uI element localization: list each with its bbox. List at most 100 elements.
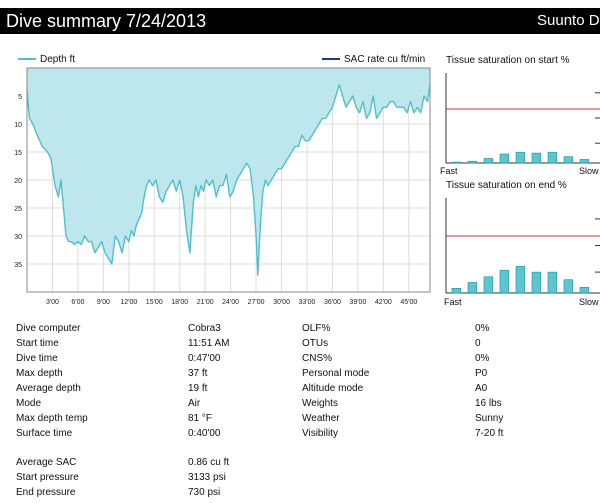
tissue-end-chart	[445, 198, 600, 294]
tissue-bar	[579, 287, 590, 294]
tissue-end-title: Tissue saturation on end %	[446, 180, 567, 191]
stats-column-1: Dive computer Cobra3 Start time 11:51 AM Div…	[16, 321, 230, 441]
stat-label: Weather	[302, 413, 340, 424]
depth-x-tick-label: 9'00	[97, 299, 110, 306]
depth-y-tick-label: 30	[14, 234, 22, 241]
depth-x-tick-label: 12'00	[120, 299, 137, 306]
stat-row: Personal mode P0	[302, 366, 503, 381]
depth-x-tick-label: 24'00	[222, 299, 239, 306]
depth-area-fill	[27, 68, 430, 276]
stat-row: End pressure 730 psi	[16, 485, 229, 500]
stat-row: Start pressure 3133 psi	[16, 470, 229, 485]
depth-x-tick-label: 15'00	[146, 299, 163, 306]
depth-x-tick-label: 30'00	[273, 299, 290, 306]
tissue-bar	[467, 160, 478, 164]
tissue-bar	[483, 276, 494, 294]
depth-y-tick-label: 10	[14, 122, 22, 129]
tissue-bar	[515, 151, 526, 164]
stat-value: 7-20 ft	[475, 428, 504, 439]
stat-value: Cobra3	[188, 323, 221, 334]
stat-value: 81 °F	[188, 413, 213, 424]
depth-plot-frame	[26, 67, 431, 293]
tissue-start-fast-label: Fast	[440, 166, 458, 176]
stat-value: 0	[475, 338, 481, 349]
stat-row: Altitude mode A0	[302, 381, 503, 396]
stat-label: OTUs	[302, 338, 329, 349]
stats-column-2: OLF% 0% OTUs 0 CNS% 0% Personal mode P0 Altitude…	[302, 321, 503, 441]
stat-label: Dive time	[16, 353, 58, 364]
stat-row: Weights 16 lbs	[302, 396, 503, 411]
tissue-bar	[499, 153, 510, 164]
stat-value: 37 ft	[188, 368, 208, 379]
depth-x-tick-label: 33'00	[299, 299, 316, 306]
legend-sac-label: SAC rate cu ft/min	[344, 54, 426, 65]
tissue-bar	[467, 282, 478, 294]
depth-y-tick-label: 20	[14, 178, 22, 185]
stat-label: End pressure	[16, 487, 76, 498]
tissue-bar	[547, 151, 558, 164]
stat-label: Dive computer	[16, 323, 81, 334]
tissue-end-slow-label: Slow	[579, 297, 599, 307]
legend-depth-label: Depth ft	[40, 54, 76, 65]
stat-value: 11:51 AM	[188, 338, 230, 349]
tissue-start-chart	[445, 73, 600, 164]
stat-label: OLF%	[302, 323, 331, 334]
tissue-bar	[515, 266, 526, 294]
tissue-bar	[531, 271, 542, 294]
depth-series-line	[26, 84, 431, 276]
stat-row: Surface time 0:40'00	[16, 426, 230, 441]
depth-y-tick-label: 35	[14, 262, 22, 269]
depth-x-tick-label: 45'00	[400, 299, 417, 306]
brand-label: Suunto DM	[537, 12, 600, 29]
stat-label: Average SAC	[16, 457, 77, 468]
legend-sac-swatch	[322, 58, 340, 61]
legend-depth-swatch	[18, 58, 36, 61]
depth-x-tick-label: 42'00	[375, 299, 392, 306]
stat-value: 0:47'00	[188, 353, 221, 364]
depth-y-tick-label: 25	[14, 206, 22, 213]
stat-value: 0%	[475, 353, 490, 364]
stat-label: CNS%	[302, 353, 333, 364]
stat-row: OLF% 0%	[302, 321, 503, 336]
stat-row: CNS% 0%	[302, 351, 503, 366]
stat-label: Start time	[16, 338, 59, 349]
tissue-bar	[547, 271, 558, 294]
stat-value: 3133 psi	[188, 472, 226, 483]
depth-x-tick-label: 27'00	[248, 299, 265, 306]
stat-value: 19 ft	[188, 383, 208, 394]
depth-y-tick-label: 5	[18, 94, 22, 101]
page-title: Dive summary 7/24/2013	[6, 11, 207, 31]
stat-row: Average SAC 0.86 cu ft	[16, 455, 229, 470]
stat-row: Dive time 0:47'00	[16, 351, 230, 366]
tissue-bar	[451, 288, 462, 294]
stat-row: Average depth 19 ft	[16, 381, 230, 396]
stat-label: Average depth	[16, 383, 81, 394]
stat-label: Personal mode	[302, 368, 370, 379]
header-bar: Dive summary 7/24/2013 Suunto DM	[0, 8, 600, 34]
tissue-bar	[499, 269, 510, 294]
stat-value: 0%	[475, 323, 490, 334]
stat-label: Altitude mode	[302, 383, 364, 394]
stat-label: Mode	[16, 398, 42, 409]
tissue-bar	[563, 156, 574, 164]
stat-value: 0.86 cu ft	[188, 457, 230, 468]
stat-value: Sunny	[475, 413, 504, 424]
legend-depth: Depth ft	[18, 54, 75, 66]
depth-x-tick-label: 21'00	[197, 299, 214, 306]
stat-row: Weather Sunny	[302, 411, 503, 426]
stat-row: Max depth temp 81 °F	[16, 411, 230, 426]
stat-value: 730 psi	[188, 487, 221, 498]
tissue-bar	[531, 152, 542, 164]
depth-y-tick-label: 15	[14, 150, 22, 157]
depth-chart: 5 10 15 20 25 30 35 3'00 6'00 9'00 12'00 15'00 18'00…	[14, 67, 431, 306]
depth-x-tick-label: 36'00	[324, 299, 341, 306]
tissue-bar	[579, 159, 590, 164]
stat-label: Surface time	[16, 428, 73, 439]
stat-row: Start time 11:51 AM	[16, 336, 230, 351]
stat-label: Weights	[302, 398, 338, 409]
stat-label: Max depth temp	[16, 413, 88, 424]
depth-x-tick-label: 18'00	[171, 299, 188, 306]
stat-value: Air	[188, 398, 201, 409]
stat-row: Dive computer Cobra3	[16, 321, 230, 336]
stat-row: Visibility 7-20 ft	[302, 426, 503, 441]
